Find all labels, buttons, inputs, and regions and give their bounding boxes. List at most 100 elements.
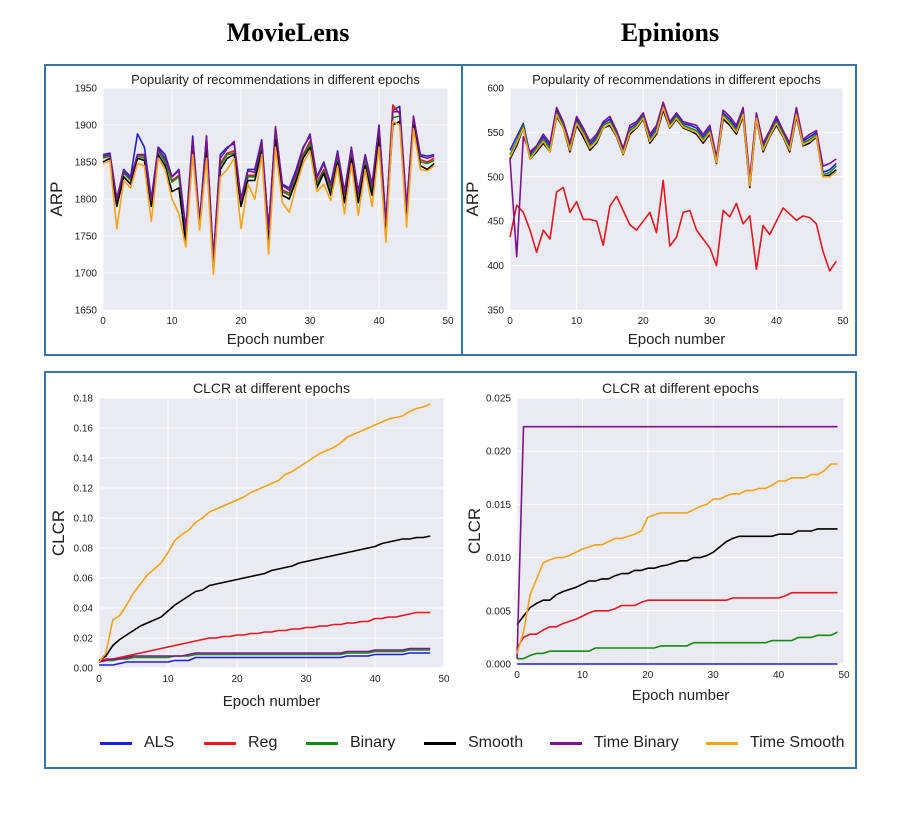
legend-item-time-smooth: Time Smooth: [706, 731, 845, 755]
legend-swatch-time-smooth: [706, 741, 738, 745]
x-tick-2-2: 20: [231, 674, 243, 685]
x-tick-2-5: 50: [438, 674, 450, 685]
x-tick-0-3: 30: [304, 316, 316, 327]
x-tick-0-1: 10: [166, 316, 178, 327]
x-tick-3-4: 40: [773, 670, 785, 681]
series-time-binary-2: [98, 647, 431, 663]
series-binary-2: [98, 649, 431, 663]
x-tick-1-0: 0: [507, 316, 513, 327]
y-tick-2-4: 0.08: [74, 544, 94, 555]
x-tick-0-0: 0: [100, 316, 106, 327]
legend-label-reg: Reg: [248, 734, 278, 751]
x-axis-label-2: Epoch number: [223, 693, 321, 710]
legend-label-time-smooth: Time Smooth: [750, 734, 845, 751]
plot-area-2: [99, 398, 444, 668]
x-tick-3-3: 30: [708, 670, 720, 681]
y-tick-0-2: 1750: [75, 232, 98, 243]
legend-swatch-reg: [204, 741, 236, 745]
x-axis-label-0: Epoch number: [227, 331, 325, 348]
series-reg-1: [509, 179, 837, 272]
series-time-binary-0: [102, 110, 435, 261]
plot-area-3: [517, 398, 844, 664]
x-tick-3-0: 0: [514, 670, 520, 681]
y-tick-2-7: 0.14: [74, 454, 94, 465]
series-als-2: [99, 652, 431, 666]
y-tick-2-2: 0.04: [74, 604, 94, 615]
y-tick-2-0: 0.00: [74, 664, 94, 675]
series-smooth-2: [98, 535, 431, 662]
x-tick-2-0: 0: [96, 674, 102, 685]
y-tick-0-5: 1900: [75, 121, 98, 132]
y-tick-2-6: 0.12: [74, 484, 94, 495]
legend-label-binary: Binary: [350, 734, 396, 751]
y-tick-1-3: 500: [487, 172, 504, 183]
y-axis-label-0: ARP: [47, 182, 66, 217]
legend-label-time-binary: Time Binary: [594, 734, 679, 751]
series-time-smooth-0: [102, 120, 435, 276]
series-reg-3: [516, 591, 838, 649]
x-tick-1-5: 50: [837, 316, 849, 327]
plot-area-1: [510, 88, 843, 310]
y-tick-1-5: 600: [487, 84, 504, 95]
y-tick-3-1: 0.005: [486, 606, 511, 617]
y-tick-1-0: 350: [487, 306, 504, 317]
y-axis-label-1: ARP: [463, 182, 482, 217]
y-tick-1-4: 550: [487, 128, 504, 139]
y-tick-2-5: 0.10: [74, 514, 94, 525]
y-tick-2-1: 0.02: [74, 634, 94, 645]
y-tick-0-3: 1800: [75, 195, 98, 206]
y-tick-3-5: 0.025: [486, 394, 511, 405]
legend-item-smooth: Smooth: [424, 731, 523, 755]
legend-item-reg: Reg: [204, 731, 277, 755]
y-axis-label-3: CLCR: [465, 508, 484, 554]
x-tick-1-2: 20: [638, 316, 650, 327]
epinions-header: Epinions: [620, 18, 720, 47]
chart-title-1: Popularity of recommendations in differe…: [532, 72, 821, 87]
y-tick-0-4: 1850: [75, 158, 98, 169]
y-tick-2-3: 0.06: [74, 574, 94, 585]
y-tick-0-0: 1650: [75, 306, 98, 317]
x-tick-0-4: 40: [373, 316, 385, 327]
series-binary-3: [517, 631, 838, 660]
x-tick-2-4: 40: [369, 674, 381, 685]
movielens-header: MovieLens: [226, 18, 350, 47]
legend-item-time-binary: Time Binary: [550, 731, 679, 755]
clcr-frame: [44, 371, 857, 769]
x-tick-0-5: 50: [442, 316, 454, 327]
series-reg-2: [98, 611, 431, 662]
x-tick-3-1: 10: [577, 670, 589, 681]
legend-swatch-binary: [306, 741, 338, 745]
y-tick-0-6: 1950: [75, 84, 98, 95]
x-tick-1-4: 40: [771, 316, 783, 327]
legend-item-als: ALS: [100, 731, 174, 755]
chart-title-2: CLCR at different epochs: [193, 380, 350, 396]
y-tick-3-3: 0.015: [486, 500, 511, 511]
x-tick-1-3: 30: [704, 316, 716, 327]
legend-label-smooth: Smooth: [468, 734, 524, 751]
chart-title-0: Popularity of recommendations in differe…: [131, 72, 420, 87]
y-axis-label-2: CLCR: [49, 510, 68, 556]
x-tick-0-2: 20: [235, 316, 247, 327]
series-time-smooth-3: [516, 463, 838, 654]
x-tick-3-5: 50: [838, 670, 850, 681]
series-time-binary-1: [509, 101, 837, 258]
legend-item-binary: Binary: [306, 731, 395, 755]
y-tick-3-4: 0.020: [486, 447, 511, 458]
chart-title-3: CLCR at different epochs: [602, 380, 759, 396]
legend: ALS Reg Binary Smooth Time Binary Time S…: [100, 731, 860, 755]
x-tick-3-2: 20: [642, 670, 654, 681]
x-axis-label-1: Epoch number: [628, 331, 726, 348]
y-tick-2-9: 0.18: [74, 394, 94, 405]
x-tick-2-1: 10: [162, 674, 174, 685]
legend-label-als: ALS: [144, 734, 175, 751]
y-tick-2-8: 0.16: [74, 424, 94, 435]
x-axis-label-3: Epoch number: [632, 687, 730, 704]
series-smooth-3: [516, 528, 838, 626]
series-time-binary-3: [516, 425, 838, 659]
series-time-smooth-1: [509, 106, 837, 187]
y-tick-1-2: 450: [487, 217, 504, 228]
x-tick-2-3: 30: [300, 674, 312, 685]
series-time-smooth-2: [98, 403, 431, 663]
y-tick-3-0: 0.000: [486, 660, 511, 671]
